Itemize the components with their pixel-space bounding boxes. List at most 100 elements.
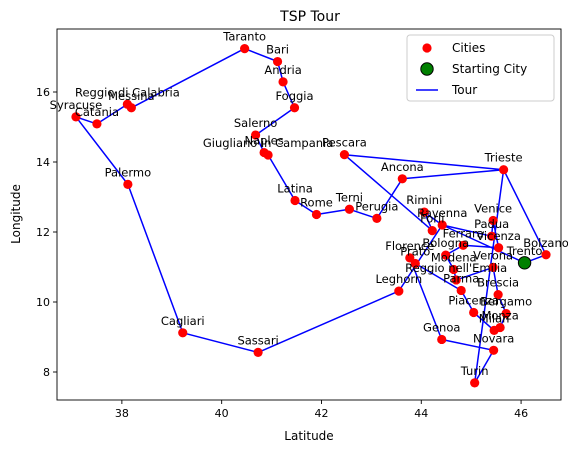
city-point-39 bbox=[178, 328, 188, 338]
city-point-44 bbox=[126, 103, 136, 113]
city-label-21: Bolzano bbox=[523, 236, 568, 250]
city-label-10: Latina bbox=[277, 182, 313, 196]
city-point-14 bbox=[419, 207, 429, 217]
city-label-20: Ferrara bbox=[443, 226, 484, 240]
starting-city-marker bbox=[517, 256, 532, 270]
city-point-27 bbox=[488, 262, 498, 272]
city-point-32 bbox=[469, 307, 479, 318]
city-label-42: Catania bbox=[75, 105, 119, 119]
city-label-29: Brescia bbox=[477, 276, 519, 290]
city-point-1 bbox=[272, 56, 283, 67]
city-point-0 bbox=[240, 44, 250, 54]
city-label-27: Verona bbox=[473, 248, 513, 262]
city-point-21 bbox=[541, 250, 551, 260]
city-point-30 bbox=[394, 286, 404, 296]
city-point-28 bbox=[456, 285, 466, 296]
city-point-34 bbox=[489, 325, 499, 335]
city-point-22 bbox=[441, 250, 451, 260]
city-label-43: Reggio di Calabria bbox=[75, 85, 180, 99]
city-label-17: Venice bbox=[474, 201, 512, 215]
city-point-40 bbox=[123, 179, 133, 189]
y-tick-label-3: 14 bbox=[36, 156, 50, 169]
x-tick-label-4: 46 bbox=[514, 407, 528, 420]
chart-title: TSP Tour bbox=[279, 9, 340, 25]
city-point-16 bbox=[437, 220, 447, 230]
city-point-42 bbox=[92, 119, 102, 129]
x-tick-label-0: 38 bbox=[115, 407, 129, 420]
legend-box bbox=[406, 34, 555, 102]
city-point-7 bbox=[339, 150, 350, 160]
city-label-33: Monza bbox=[481, 309, 518, 323]
axes: 38 40 42 44 46 8 10 12 14 16 bbox=[36, 86, 528, 420]
city-label-4: Salerno bbox=[234, 116, 277, 130]
city-label-36: Novara bbox=[473, 331, 514, 345]
city-point-12 bbox=[344, 204, 355, 214]
city-point-9 bbox=[397, 174, 407, 184]
city-label-15: Forlì bbox=[420, 212, 444, 226]
city-point-4 bbox=[251, 130, 261, 140]
city-label-3: Foggia bbox=[275, 89, 313, 103]
city-label-34: Milan bbox=[479, 311, 510, 325]
city-point-6 bbox=[259, 147, 269, 158]
city-label-9: Ancona bbox=[381, 160, 424, 174]
city-label-22: Bologna bbox=[422, 236, 469, 250]
city-point-2 bbox=[278, 77, 288, 87]
city-label-39: Cagliari bbox=[161, 314, 205, 328]
legend-label-2: Tour bbox=[451, 83, 477, 97]
city-label-37: Turin bbox=[460, 364, 489, 378]
city-label-5: Giugliano in Campania bbox=[203, 136, 333, 150]
city-label-23: Prato bbox=[400, 245, 430, 259]
city-label-11: Rome bbox=[300, 196, 333, 210]
city-label-12: Terni bbox=[335, 190, 363, 204]
city-label-30: Leghorn bbox=[375, 272, 422, 286]
city-point-41 bbox=[71, 112, 81, 122]
city-label-32: Piacenza bbox=[448, 294, 499, 308]
x-tick-label-3: 44 bbox=[414, 407, 428, 420]
city-label-14: Rimini bbox=[406, 193, 442, 207]
city-label-24: Florence bbox=[385, 239, 434, 253]
city-point-18 bbox=[487, 231, 497, 241]
city-label-40: Palermo bbox=[105, 165, 152, 179]
city-label-31: Bergamo bbox=[480, 295, 532, 309]
city-point-37 bbox=[470, 378, 480, 388]
city-point-20 bbox=[458, 240, 468, 250]
legend: Cities Starting City Tour bbox=[406, 34, 555, 102]
y-tick-label-0: 8 bbox=[43, 366, 50, 379]
plot-frame bbox=[56, 28, 562, 401]
y-tick-label-1: 10 bbox=[36, 296, 50, 309]
city-label-25: Modena bbox=[431, 250, 477, 264]
city-label-38: Sassari bbox=[237, 333, 278, 347]
city-label-0: Taranto bbox=[222, 30, 266, 44]
city-point-36 bbox=[489, 345, 499, 355]
city-point-8 bbox=[499, 165, 509, 175]
city-label-16: Ravenna bbox=[417, 206, 467, 220]
city-point-25 bbox=[449, 264, 459, 275]
legend-swatch-start bbox=[420, 62, 434, 76]
starting-city-label: Trento bbox=[506, 244, 543, 258]
city-point-24 bbox=[405, 253, 415, 263]
city-label-28: Parma bbox=[443, 271, 479, 285]
y-tick-label-4: 16 bbox=[36, 86, 50, 99]
legend-label-1: Starting City bbox=[452, 62, 527, 76]
city-point-35 bbox=[437, 334, 447, 345]
city-point-10 bbox=[290, 195, 300, 206]
city-label-13: Perugia bbox=[355, 199, 398, 213]
y-axis-label: Longitude bbox=[9, 184, 23, 244]
city-point-19 bbox=[494, 243, 504, 253]
city-point-11 bbox=[311, 209, 322, 220]
city-point-17 bbox=[488, 215, 498, 226]
city-point-31 bbox=[501, 308, 511, 319]
city-label-18: Padua bbox=[474, 217, 509, 231]
city-point-3 bbox=[289, 103, 300, 113]
legend-swatch-cities bbox=[422, 43, 432, 53]
city-label-35: Genoa bbox=[423, 320, 460, 334]
city-label-19: Vicenza bbox=[476, 229, 521, 243]
city-point-29 bbox=[493, 290, 503, 300]
city-label-41: Syracuse bbox=[50, 98, 103, 112]
y-tick-label-2: 12 bbox=[36, 226, 50, 239]
city-point-15 bbox=[427, 226, 437, 236]
city-point-38 bbox=[253, 347, 263, 357]
